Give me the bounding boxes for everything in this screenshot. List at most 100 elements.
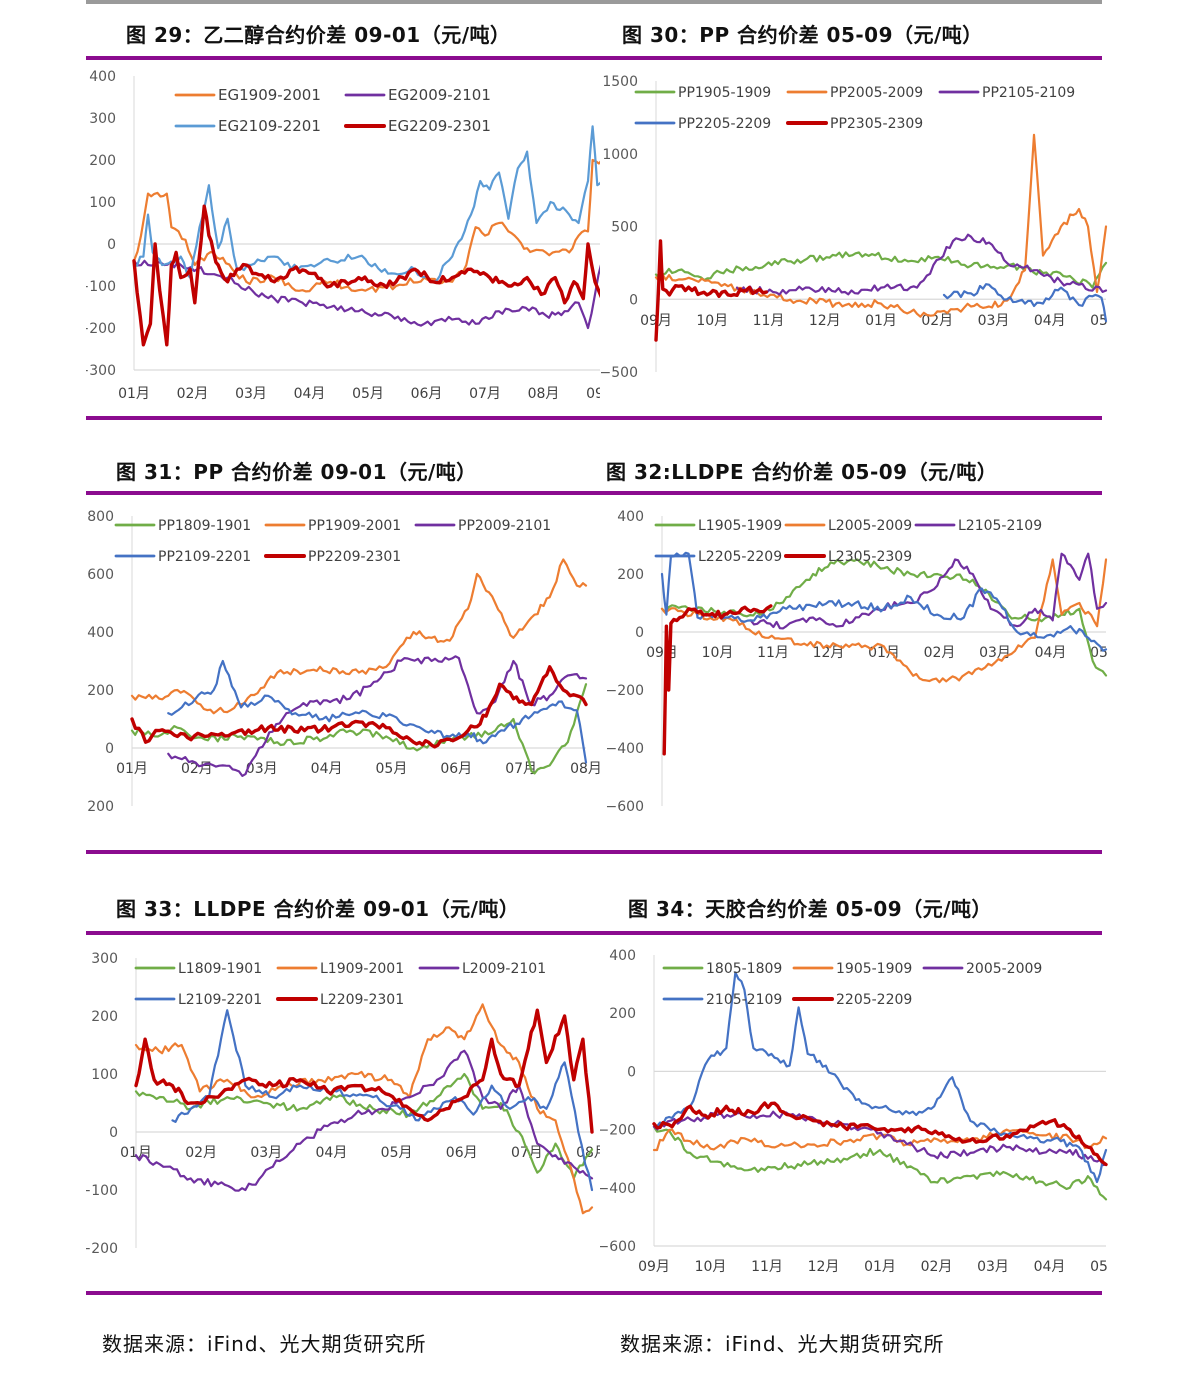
series-line-1805-1809 xyxy=(652,1125,1108,1201)
series-line-L1909-2001 xyxy=(134,1003,594,1215)
x-tick-label: 04月 xyxy=(1035,645,1067,661)
x-tick-label: 05月 xyxy=(1090,313,1108,329)
series-line-2005-2009 xyxy=(652,1110,1108,1167)
x-tick-label: 02月 xyxy=(921,1259,953,1275)
x-tick-label: 03月 xyxy=(977,1259,1009,1275)
chart-title-fig33: 图 33：LLDPE 合约价差 09-01（元/吨） xyxy=(116,897,520,921)
series-line-EG2009-2101 xyxy=(132,259,600,330)
x-tick-label: 10月 xyxy=(702,645,734,661)
x-tick-label: 11月 xyxy=(757,645,789,661)
x-tick-label: 07月 xyxy=(469,386,501,402)
legend-label: L1905-1909 xyxy=(698,518,782,534)
legend-label: PP2109-2201 xyxy=(158,549,251,565)
series-line-EG2109-2201 xyxy=(132,125,600,283)
chart-fig32: 400 200 0 −200 −400 −600 09月 10月 11月 12月 01月 02月 03月… xyxy=(600,500,1108,840)
y-tick-label: −500 xyxy=(600,365,638,381)
series-line-L1809-1901 xyxy=(134,1072,594,1180)
y-tick-label: 300 xyxy=(89,111,116,127)
chart-title-fig31: 图 31：PP 合约价差 09-01（元/吨） xyxy=(116,460,477,484)
divider-row3-top xyxy=(86,931,1102,935)
series-line-PP2109-2201 xyxy=(167,659,588,764)
y-tick-label: −200 xyxy=(600,1123,636,1139)
x-tick-label: 05月 xyxy=(1090,645,1108,661)
series-line-L2009-2101 xyxy=(134,1049,594,1192)
y-tick-label: 800 xyxy=(87,509,114,525)
series-line-EG1909-2001 xyxy=(132,158,600,293)
chart-fig30: 1500 1000 500 0 −500 09月 10月 11月 12月 01月 02月 03月 04月… xyxy=(600,62,1108,410)
chart-fig34: 400 200 0 −200 −400 −600 09月 10月 11月 12月 01月 02月 03月… xyxy=(600,938,1108,1286)
series-line-L2105-2109 xyxy=(749,552,1108,630)
y-tick-label: 400 xyxy=(87,625,114,641)
y-tick-label: 1000 xyxy=(602,147,638,163)
x-tick-label: 04月 xyxy=(1034,313,1066,329)
legend-label: EG2009-2101 xyxy=(388,86,491,104)
x-tick-label: 03月 xyxy=(246,761,278,777)
series-line-PP2209-2301 xyxy=(130,665,588,749)
x-tick-label: 02月 xyxy=(185,1145,217,1161)
x-tick-label: 04月 xyxy=(294,386,326,402)
y-tick-label: 200 xyxy=(617,567,644,583)
x-tick-label: 09月 xyxy=(638,1259,670,1275)
legend-label: PP2105-2109 xyxy=(982,85,1075,101)
chart-svg-fig32: 400 200 0 −200 −400 −600 09月 10月 11月 12月 01月 02月 03月… xyxy=(606,509,1108,815)
legend-label: EG1909-2001 xyxy=(218,86,321,104)
y-tick-label: −100 xyxy=(86,279,116,295)
y-tick-label: −600 xyxy=(600,1239,636,1255)
x-tick-label: 03月 xyxy=(978,313,1010,329)
legend-label: L2305-2309 xyxy=(828,549,912,565)
divider-row3-bottom xyxy=(86,1291,1102,1295)
x-tick-label: 11月 xyxy=(751,1259,783,1275)
y-tick-label: 200 xyxy=(91,1009,118,1025)
y-tick-label: 400 xyxy=(89,69,116,85)
x-tick-label: 03月 xyxy=(979,645,1011,661)
series-line-L2005-2009 xyxy=(660,558,1108,684)
series-line-PP2105-2109 xyxy=(735,233,1108,296)
y-tick-label: −600 xyxy=(606,799,644,815)
x-tick-label: 06月 xyxy=(411,386,443,402)
y-tick-label: 0 xyxy=(109,1125,118,1141)
y-tick-label: −200 xyxy=(606,683,644,699)
series-line-PP2009-2101 xyxy=(167,655,588,777)
legend-label: L1809-1901 xyxy=(178,961,262,977)
series-line-1905-1909 xyxy=(652,1128,1108,1152)
legend-label: 2205-2209 xyxy=(836,992,912,1008)
y-tick-label: 300 xyxy=(91,951,118,967)
legend-label: EG2109-2201 xyxy=(218,117,321,135)
legend-label: EG2209-2301 xyxy=(388,117,491,135)
x-tick-label: 05月 xyxy=(376,761,408,777)
y-tick-label: 400 xyxy=(617,509,644,525)
x-tick-label: 01月 xyxy=(864,1259,896,1275)
legend-label: PP1909-2001 xyxy=(308,518,401,534)
legend-label: L2105-2109 xyxy=(958,518,1042,534)
x-tick-label: 05月 xyxy=(1090,1259,1108,1275)
x-tick-label: 04月 xyxy=(1034,1259,1066,1275)
series-line-L2205-2209 xyxy=(660,551,1108,652)
x-tick-label: 08月 xyxy=(576,1145,600,1161)
legend-label: L1909-2001 xyxy=(320,961,404,977)
y-tick-label: 0 xyxy=(635,625,644,641)
x-tick-label: 12月 xyxy=(808,1259,840,1275)
series-line-PP1909-2001 xyxy=(130,558,588,715)
y-tick-label: 0 xyxy=(105,741,114,757)
y-tick-label: 0 xyxy=(627,1064,636,1080)
series-line-L2305-2309 xyxy=(662,604,773,756)
chart-title-fig32: 图 32:LLDPE 合约价差 05-09（元/吨） xyxy=(606,460,998,484)
x-tick-label: 01月 xyxy=(120,1145,152,1161)
x-tick-label: 05月 xyxy=(381,1145,413,1161)
chart-svg-fig33: 300 200 100 0 −100 −200 01月 02月 03月 04月 05月 06月 07月 0… xyxy=(86,951,600,1257)
x-tick-label: 07月 xyxy=(511,1145,543,1161)
y-tick-label: −300 xyxy=(86,363,116,379)
series-line-2105-2109 xyxy=(652,971,1108,1184)
y-tick-label: −100 xyxy=(86,1183,118,1199)
x-tick-label: 12月 xyxy=(809,313,841,329)
x-tick-label: 06月 xyxy=(440,761,472,777)
y-tick-label: −200 xyxy=(86,321,116,337)
legend-label: 2105-2109 xyxy=(706,992,782,1008)
x-tick-label: 01月 xyxy=(118,386,150,402)
x-tick-label: 10月 xyxy=(696,313,728,329)
legend-label: PP2005-2009 xyxy=(830,85,923,101)
